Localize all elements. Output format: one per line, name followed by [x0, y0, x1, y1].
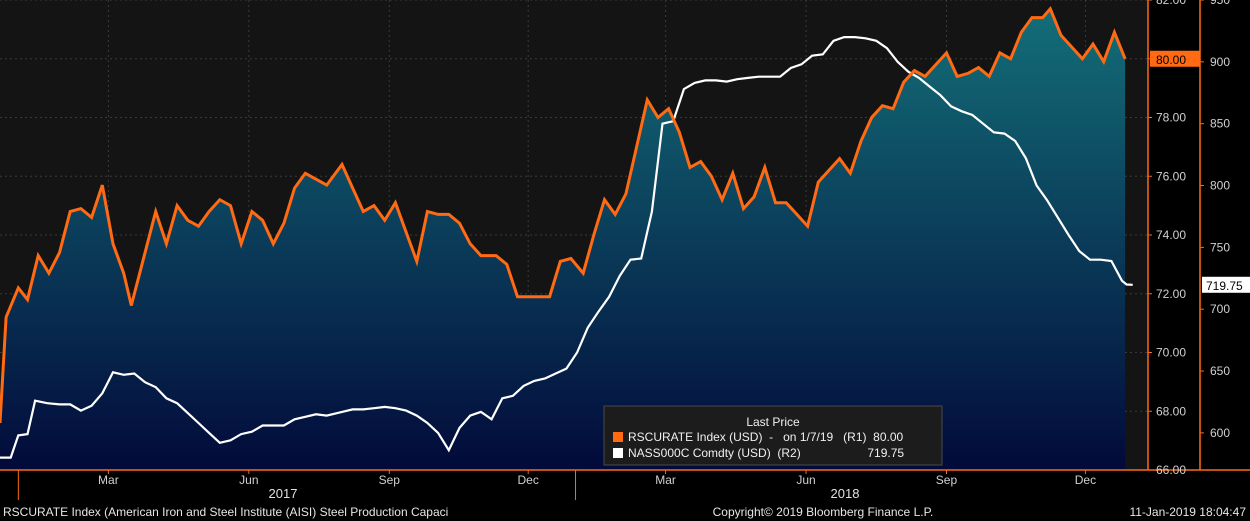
x-tick-label: Jun	[796, 473, 815, 487]
left-axis-tick-label: 74.00	[1156, 228, 1186, 242]
right-axis-tick-label: 800	[1210, 179, 1230, 193]
year-label-2018: 2018	[831, 486, 860, 501]
year-label-2017: 2017	[269, 486, 298, 501]
legend-box: Last Price RSCURATE Index (USD) - on 1/7…	[603, 405, 943, 466]
right-axis-tick-label: 700	[1210, 302, 1230, 316]
left-axis-tick-label: 78.00	[1156, 111, 1186, 125]
rscurate-last-value-label: 80.00	[1156, 53, 1186, 67]
legend-swatch-rscurate	[613, 432, 623, 442]
right-axis-tick-label: 650	[1210, 364, 1230, 378]
left-axis-tick-label: 82.00	[1156, 0, 1186, 7]
last-value-tags: 80.00 719.75	[1150, 50, 1250, 293]
left-axis-ticks: 66.00 68.00 70.00 72.00 74.00 76.00 78.00 80.00…	[1148, 0, 1186, 477]
left-axis-tick-label: 72.00	[1156, 287, 1186, 301]
footer-timestamp: 11-Jan-2019 18:04:47	[1129, 505, 1246, 519]
footer-copyright: Copyright© 2019 Bloomberg Finance L.P.	[713, 505, 934, 519]
x-axis-ticks: Mar Jun Sep Dec Mar Jun Sep Dec	[17, 470, 1096, 500]
x-tick-label: Dec	[1075, 473, 1096, 487]
legend-entry-nass000c: NASS000C Comdty (USD) (R2) 719.75	[628, 446, 904, 460]
nass000c-last-value-label: 719.75	[1206, 279, 1243, 293]
right-axis-tick-label: 600	[1210, 426, 1230, 440]
x-tick-label: Dec	[518, 473, 539, 487]
rscurate-last-value-tag	[1150, 50, 1200, 67]
legend-entry-rscurate: RSCURATE Index (USD) - on 1/7/19 (R1) 80…	[628, 430, 904, 444]
right-axis-tick-label: 900	[1210, 55, 1230, 69]
left-axis-tick-label: 68.00	[1156, 404, 1186, 418]
left-axis-tick-label: 76.00	[1156, 169, 1186, 183]
legend-swatch-nass000c	[613, 448, 623, 458]
rscurate-series-line	[0, 5, 1127, 424]
legend-title: Last Price	[746, 415, 800, 429]
right-axis-tick-label: 950	[1210, 0, 1230, 7]
right-axis-tick-label: 850	[1210, 117, 1230, 131]
rscurate-area-fill	[0, 8, 1126, 471]
x-tick-label: Jun	[239, 473, 258, 487]
x-tick-label: Mar	[655, 473, 676, 487]
x-tick-label: Sep	[379, 473, 401, 487]
nass000c-series-line	[0, 36, 1133, 459]
nass000c-last-value-tag	[1202, 276, 1250, 293]
left-axis-tick-label: 70.00	[1156, 346, 1186, 360]
footer-security-description: RSCURATE Index (American Iron and Steel …	[3, 505, 448, 519]
right-axis-ticks: 600 650 700 750 800 850 900 950	[1200, 0, 1230, 440]
right-axis-tick-label: 750	[1210, 240, 1230, 254]
x-tick-label: Mar	[98, 473, 119, 487]
x-tick-label: Sep	[936, 473, 958, 487]
left-axis-tick-label: 66.00	[1156, 463, 1186, 477]
